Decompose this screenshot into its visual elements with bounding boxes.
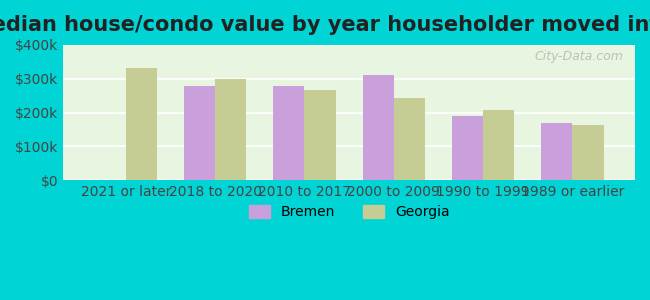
Bar [483,110,514,180]
Bar [304,90,335,180]
Text: City-Data.com: City-Data.com [535,50,623,63]
Bar [215,79,246,180]
Bar [363,75,394,180]
Bar [125,68,157,180]
Bar [394,98,425,180]
Bar [452,116,483,180]
Bar [541,123,573,180]
Bar [184,86,215,180]
Bar [273,86,304,180]
Bar [573,125,604,180]
Legend: Bremen, Georgia: Bremen, Georgia [243,200,455,225]
Title: Median house/condo value by year householder moved into unit: Median house/condo value by year househo… [0,15,650,35]
